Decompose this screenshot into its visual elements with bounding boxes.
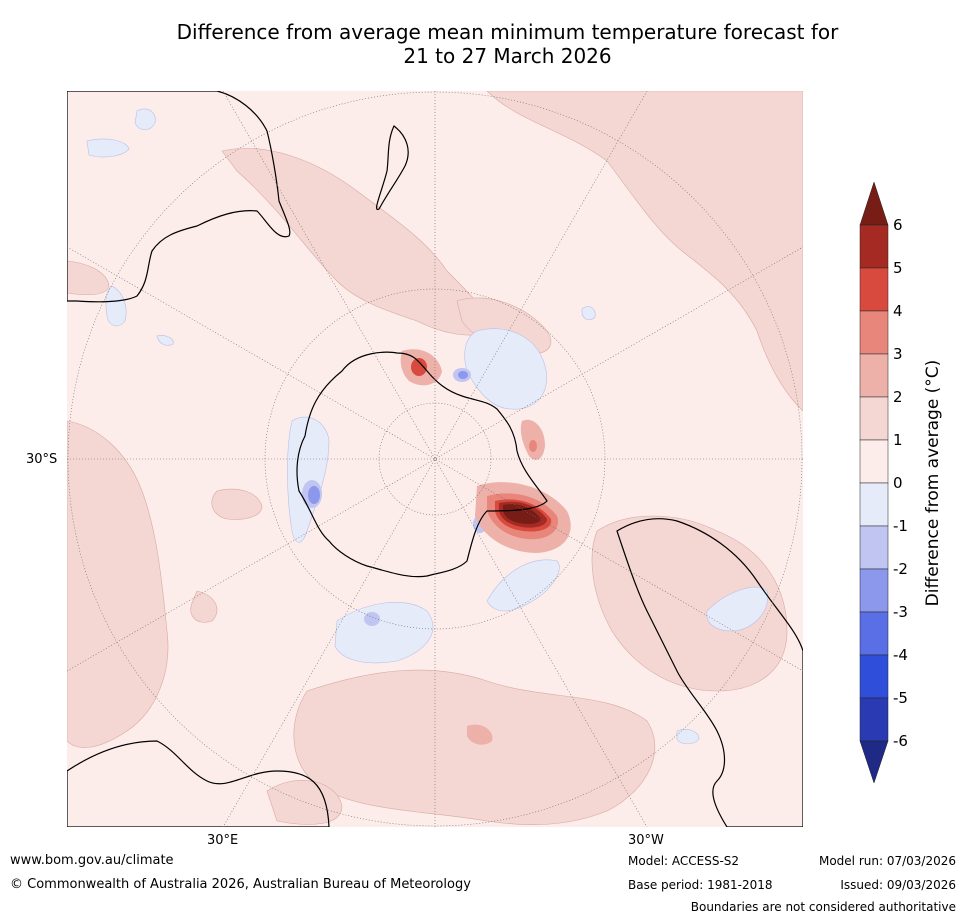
anomaly-neg2-to-neg1-regions	[302, 368, 487, 626]
colorbar-tick: -3	[893, 603, 908, 621]
colorbar-tick: 2	[893, 388, 903, 406]
footer-copyright: © Commonwealth of Australia 2026, Austra…	[10, 877, 471, 892]
colorbar-tick: 1	[893, 431, 903, 449]
colorbar-tick: 3	[893, 345, 903, 363]
anomaly-neg1-to-0-regions	[86, 108, 769, 745]
australia-coastline	[67, 91, 291, 303]
colorbar-swatch	[859, 740, 889, 784]
colorbar-tick: -1	[893, 517, 908, 535]
title-line-2: 21 to 27 March 2026	[403, 44, 612, 68]
colorbar-tick: -6	[893, 732, 908, 750]
colorbar-tick: 4	[893, 302, 903, 320]
footer-base-period: Base period: 1981-2018	[628, 878, 773, 892]
colorbar-label-text: Difference from average (°C)	[923, 359, 943, 607]
colorbar-swatch	[859, 267, 889, 312]
colorbar-swatch	[859, 224, 889, 269]
colorbar-swatch	[859, 353, 889, 398]
colorbar-tick: 6	[893, 216, 903, 234]
colorbar-tick: -4	[893, 646, 908, 664]
colorbar-swatch	[859, 482, 889, 527]
anomaly-neg3-to-neg2-regions	[308, 371, 468, 504]
south-america-coastline	[616, 518, 803, 827]
colorbar-tick: -2	[893, 560, 908, 578]
colorbar	[859, 181, 889, 784]
footer-model: Model: ACCESS-S2	[628, 854, 740, 868]
latitude-label-30s: 30°S	[26, 452, 58, 467]
colorbar-tick: -5	[893, 689, 908, 707]
colorbar-swatch	[859, 396, 889, 441]
colorbar-swatch	[859, 525, 889, 570]
map-panel	[67, 91, 803, 827]
footer-disclaimer: Boundaries are not considered authoritat…	[690, 900, 956, 914]
footer-url: www.bom.gov.au/climate	[10, 853, 174, 868]
graticule	[67, 91, 803, 827]
colorbar-swatch	[859, 611, 889, 656]
title-line-1: Difference from average mean minimum tem…	[176, 20, 839, 44]
colorbar-tick: 5	[893, 259, 903, 277]
colorbar-tick: 0	[893, 474, 903, 492]
longitude-label-30e: 30°E	[207, 833, 239, 848]
antarctica-coastline	[296, 351, 548, 578]
map-svg	[67, 91, 803, 827]
longitude-label-30w: 30°W	[628, 833, 664, 848]
colorbar-swatches	[859, 181, 889, 784]
colorbar-swatch	[859, 654, 889, 699]
colorbar-swatch	[859, 181, 889, 226]
colorbar-swatch	[859, 697, 889, 742]
colorbar-swatch	[859, 310, 889, 355]
colorbar-swatch	[859, 568, 889, 613]
footer-model-run: Model run: 07/03/2026	[818, 854, 956, 868]
colorbar-swatch	[859, 439, 889, 484]
africa-coastline	[67, 740, 330, 827]
new-zealand-coastline	[376, 125, 409, 210]
anomaly-1-to-2-regions	[67, 91, 803, 825]
map-title: Difference from average mean minimum tem…	[0, 20, 965, 68]
footer-issued: Issued: 09/03/2026	[840, 878, 956, 892]
